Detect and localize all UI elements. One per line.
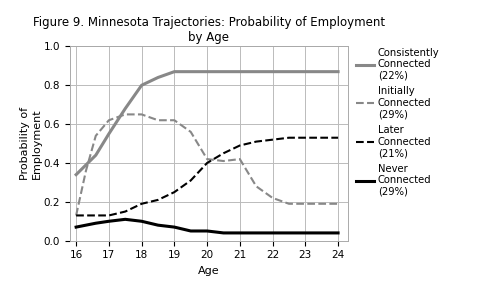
- Y-axis label: Probability of
Employment: Probability of Employment: [20, 107, 42, 180]
- Legend: Consistently
Connected
(22%), Initially
Connected
(29%), Later
Connected
(21%), : Consistently Connected (22%), Initially …: [356, 48, 439, 197]
- X-axis label: Age: Age: [198, 266, 220, 276]
- Title: Figure 9. Minnesota Trajectories: Probability of Employment
by Age: Figure 9. Minnesota Trajectories: Probab…: [33, 16, 385, 44]
